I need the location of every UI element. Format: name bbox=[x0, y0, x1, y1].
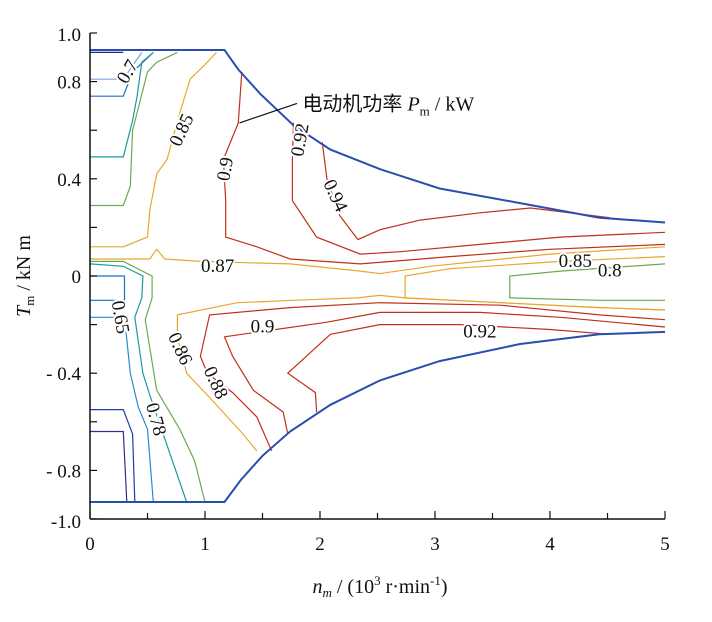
x-tick-label: 0 bbox=[85, 534, 95, 555]
y-axis-label: Tm / kN m bbox=[13, 235, 37, 317]
max-torque-boundary-lower bbox=[90, 330, 666, 503]
contour-label: 0.85 bbox=[559, 251, 592, 272]
contour-line-0.9 bbox=[223, 311, 666, 435]
contour-label-group: 0.78 bbox=[139, 399, 172, 441]
contour-label-group: 0.87 bbox=[199, 254, 236, 279]
x-tick-label: 4 bbox=[545, 534, 555, 555]
contour-label: 0.88 bbox=[199, 363, 232, 402]
contour-label-group: 0.86 bbox=[161, 327, 198, 370]
contour-label-group: 0.9 bbox=[249, 315, 277, 340]
boundary-annotation: 电动机功率 Pm / kW bbox=[302, 92, 474, 118]
contour-label: 0.92 bbox=[287, 122, 313, 158]
contour-line-0.65 bbox=[90, 316, 154, 503]
contour-line-0.65 bbox=[90, 275, 126, 301]
y-tick-label: - 0.8 bbox=[46, 461, 81, 482]
annotation-text: 电动机功率 bbox=[302, 92, 407, 115]
x-axis-label: nm / (103 r·min-1) bbox=[312, 573, 447, 600]
contour-label-group: 0.9 bbox=[211, 154, 240, 185]
x-axis-label-part: 3 bbox=[374, 573, 381, 588]
contour-line-0.7 bbox=[90, 51, 154, 97]
contour-label: 0.8 bbox=[598, 261, 622, 282]
contour-label-group: 0.85 bbox=[163, 109, 200, 152]
x-axis-label-part: ) bbox=[441, 576, 448, 598]
contour-line-0.62 bbox=[90, 409, 136, 503]
contour-line-0.92 bbox=[286, 324, 610, 413]
x-axis-label-part: / (10 bbox=[332, 576, 374, 598]
contour-line-0.78 bbox=[89, 263, 188, 503]
contour-line-0.8 bbox=[509, 263, 666, 301]
x-tick-label: 2 bbox=[315, 534, 325, 555]
contour-line-0.92 bbox=[291, 122, 666, 255]
annotation-subscript: m bbox=[420, 103, 430, 118]
contour-label-group: 0.8 bbox=[596, 259, 624, 284]
contour-label-group: 0.85 bbox=[557, 249, 594, 274]
y-axis-label-part: m bbox=[22, 296, 37, 306]
contour-line-0.8 bbox=[90, 51, 178, 207]
contour-line-0.7 bbox=[90, 52, 143, 80]
y-axis-label-part: T bbox=[13, 304, 35, 317]
x-axis-label-part: -1 bbox=[430, 573, 441, 588]
contour-label-group: 0.88 bbox=[197, 361, 234, 404]
contour-label: 0.92 bbox=[463, 321, 496, 342]
contour-label: 0.9 bbox=[251, 317, 275, 338]
x-axis-label-part: m bbox=[322, 585, 331, 600]
contour-line-0.88 bbox=[199, 302, 666, 452]
contour-line-0.6 bbox=[90, 430, 128, 503]
contour-label: 0.87 bbox=[201, 256, 234, 277]
x-axis-label-part: n bbox=[312, 576, 322, 598]
y-tick-label: -1.0 bbox=[51, 512, 81, 533]
contour-label: 0.9 bbox=[213, 156, 238, 183]
y-tick-label: 0.4 bbox=[57, 170, 81, 191]
contour-line-0.78 bbox=[90, 51, 154, 158]
contour-line-0.9 bbox=[222, 71, 666, 265]
contour-label: 0.65 bbox=[107, 299, 133, 335]
x-axis-label-part: r·min bbox=[381, 576, 430, 598]
contour-label-group: 0.65 bbox=[105, 297, 135, 337]
contour-label: 0.94 bbox=[318, 176, 351, 215]
x-tick-label: 3 bbox=[430, 534, 440, 555]
contour-label: 0.86 bbox=[163, 329, 196, 368]
contour-line-0.87 bbox=[90, 246, 666, 275]
contour-label-group: 0.92 bbox=[461, 319, 498, 344]
contour-label-group: 0.92 bbox=[285, 120, 315, 160]
contour-label: 0.85 bbox=[165, 111, 198, 150]
contour-label: 0.78 bbox=[141, 401, 170, 439]
max-torque-boundary-upper bbox=[90, 49, 666, 224]
y-tick-label: 0.8 bbox=[57, 73, 81, 94]
x-tick-label: 1 bbox=[200, 534, 210, 555]
annotation-symbol: P bbox=[406, 93, 419, 115]
contour-line-0.8 bbox=[90, 260, 206, 503]
y-tick-label: - 0.4 bbox=[46, 364, 81, 385]
y-tick-label: 1.0 bbox=[57, 25, 81, 46]
annotation-leader-line bbox=[239, 102, 298, 124]
y-axis-label-part: / kN m bbox=[13, 235, 35, 296]
contour-line-0.86 bbox=[176, 294, 666, 452]
x-tick-label: 5 bbox=[660, 534, 670, 555]
contour-line-0.94 bbox=[321, 142, 610, 241]
annotation-unit: / kW bbox=[430, 93, 475, 115]
contour-label-group: 0.94 bbox=[316, 174, 353, 217]
y-tick-label: 0 bbox=[72, 267, 82, 288]
contour-line-0.85 bbox=[90, 51, 217, 248]
